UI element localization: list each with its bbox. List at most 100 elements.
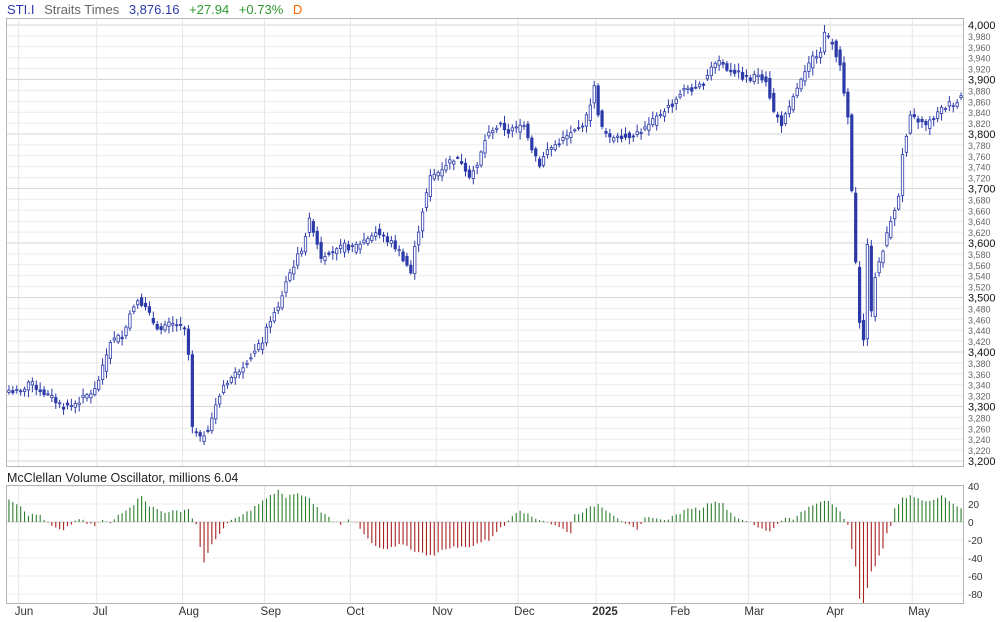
price-tick-label: 3,960 [968, 43, 991, 53]
candle-body [467, 169, 472, 178]
price-tick-label: 4,000 [968, 20, 996, 32]
candle-body [619, 135, 624, 140]
oscillator-tick-label: -20 [968, 536, 983, 547]
price-tick-label: 3,260 [968, 424, 991, 434]
candle-body [600, 110, 604, 127]
price-tick-label: 3,380 [968, 359, 991, 369]
month-tick-label: Dec [514, 606, 535, 618]
price-tick-label: 3,640 [968, 217, 991, 227]
candle-body [920, 118, 924, 123]
candle-body [643, 126, 647, 130]
oscillator-grid [7, 485, 963, 603]
candle-body [288, 272, 292, 281]
candle-body [737, 70, 741, 73]
candle-body [7, 389, 11, 393]
candle-body [822, 31, 827, 53]
candle-body [740, 72, 745, 80]
candle-body [573, 129, 577, 132]
candle-body [456, 156, 460, 159]
candle-body [850, 114, 854, 192]
price-tick-label: 3,660 [968, 206, 991, 216]
candle-body [549, 147, 553, 150]
candle-body [483, 140, 487, 154]
candle-body [179, 324, 183, 326]
symbol-label: STI.I [7, 2, 35, 17]
candle-body [128, 313, 132, 329]
candle-body [424, 192, 429, 208]
period-indicator: D [292, 2, 303, 17]
candle-body [440, 169, 444, 177]
candle-body [729, 69, 733, 73]
candle-body [315, 230, 319, 245]
candle-body [233, 371, 237, 379]
candle-body [151, 318, 155, 324]
candle-body [393, 240, 397, 250]
candle-body [924, 120, 928, 126]
candle-body [50, 395, 54, 398]
price-tick-label: 3,320 [968, 392, 991, 402]
candle-body [452, 160, 456, 165]
candle-body [580, 125, 585, 128]
candle-body [928, 119, 932, 130]
candle-body [838, 49, 842, 66]
candle-body [237, 371, 241, 375]
candle-body [143, 302, 148, 308]
candle-body [30, 381, 34, 386]
candle-body [214, 404, 218, 420]
candle-body [893, 210, 897, 220]
candle-body [744, 75, 749, 77]
candle-body [495, 127, 499, 130]
month-tick-label: Aug [179, 606, 199, 618]
candle-body [432, 173, 436, 180]
candle-body [22, 388, 27, 392]
candle-body [947, 101, 951, 107]
candle-body [502, 122, 507, 131]
candle-body [834, 40, 838, 58]
candle-body [319, 241, 323, 259]
month-tick-label: Oct [346, 606, 365, 618]
candle-body [846, 91, 850, 118]
candle-body [592, 85, 596, 104]
candle-body [776, 114, 780, 118]
price-tick-label: 3,400 [968, 347, 996, 359]
oscillator-tick-label: 20 [968, 500, 980, 511]
candle-body [100, 364, 105, 380]
candle-body [885, 232, 889, 246]
candle-body [686, 87, 690, 90]
price-grid [7, 19, 963, 466]
candle-body [358, 243, 362, 250]
candle-body [276, 306, 280, 311]
candle-body [908, 114, 912, 134]
candle-body [616, 135, 620, 138]
month-tick-label: Sep [261, 606, 281, 618]
candle-body [748, 77, 752, 81]
candle-body [163, 324, 167, 331]
candle-body [167, 321, 171, 327]
price-tick-label: 3,240 [968, 435, 991, 445]
price-tick-label: 3,560 [968, 261, 991, 271]
candle-body [889, 221, 893, 238]
candle-body [647, 123, 651, 131]
price-tick-label: 3,900 [968, 75, 996, 87]
candle-body [811, 55, 815, 69]
candle-body [155, 324, 159, 330]
candle-body [132, 306, 136, 313]
candle-body [335, 248, 339, 255]
price-tick-label: 3,460 [968, 315, 991, 325]
candle-body [881, 250, 885, 264]
price-tick-label: 3,880 [968, 86, 991, 96]
price-tick-label: 3,480 [968, 304, 991, 314]
candle-body [764, 76, 768, 83]
candle-body [651, 118, 655, 125]
candle-body [120, 336, 124, 340]
candle-body [518, 124, 522, 133]
candle-body [202, 435, 206, 442]
candle-body [77, 402, 81, 406]
candle-body [381, 234, 386, 237]
candle-body [705, 75, 710, 80]
candle-body [639, 132, 643, 134]
candle-body [257, 343, 261, 351]
candle-body [171, 323, 175, 326]
candle-body [854, 192, 858, 263]
price-tick-label: 3,920 [968, 65, 991, 75]
